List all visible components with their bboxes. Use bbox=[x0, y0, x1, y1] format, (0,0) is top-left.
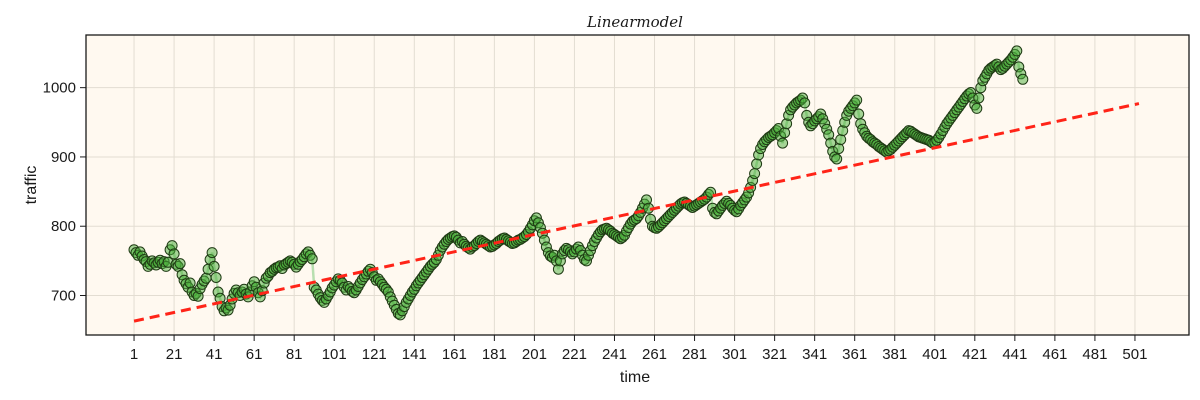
x-tick-label: 121 bbox=[362, 346, 387, 363]
data-point bbox=[835, 134, 847, 146]
data-point bbox=[200, 272, 212, 284]
ticks: 1 21 41 61 81 101 121 141 161 181 201 221 241 261 281 3… bbox=[43, 80, 1148, 363]
x-tick-label: 461 bbox=[1042, 346, 1067, 363]
linear-fit-line bbox=[133, 102, 1140, 323]
x-tick-label: 321 bbox=[762, 346, 787, 363]
x-tick-label: 381 bbox=[882, 346, 907, 363]
data-point bbox=[971, 102, 983, 114]
plot-frame bbox=[85, 34, 1190, 336]
x-tick-label: 1 bbox=[130, 346, 138, 363]
series-layer bbox=[128, 45, 1140, 323]
data-point bbox=[833, 143, 845, 155]
data-point bbox=[1017, 73, 1029, 85]
data-point bbox=[751, 158, 763, 170]
data-point bbox=[206, 247, 218, 259]
x-tick-label: 21 bbox=[166, 346, 183, 363]
y-tick-label: 900 bbox=[51, 149, 76, 166]
data-point bbox=[831, 153, 843, 165]
grid bbox=[86, 35, 1189, 335]
x-axis-label: time bbox=[620, 369, 650, 386]
x-tick-label: 201 bbox=[522, 346, 547, 363]
x-tick-label: 261 bbox=[642, 346, 667, 363]
y-tick-label: 800 bbox=[51, 218, 76, 235]
y-tick-label: 1000 bbox=[43, 80, 76, 97]
x-tick-label: 241 bbox=[602, 346, 627, 363]
x-tick-label: 341 bbox=[802, 346, 827, 363]
data-point bbox=[208, 260, 220, 272]
x-tick-label: 501 bbox=[1122, 346, 1147, 363]
x-tick-label: 61 bbox=[246, 346, 263, 363]
x-tick-label: 361 bbox=[842, 346, 867, 363]
data-point bbox=[973, 92, 985, 104]
data-point bbox=[168, 248, 180, 260]
x-tick-label: 421 bbox=[962, 346, 987, 363]
data-point bbox=[777, 137, 789, 149]
x-tick-label: 41 bbox=[206, 346, 223, 363]
data-point bbox=[799, 97, 811, 109]
data-point bbox=[306, 253, 318, 265]
y-tick-label: 700 bbox=[51, 288, 76, 305]
data-point bbox=[210, 272, 222, 283]
data-point bbox=[184, 277, 196, 289]
data-point bbox=[779, 127, 791, 139]
x-tick-label: 101 bbox=[322, 346, 347, 363]
data-point bbox=[853, 108, 865, 120]
x-tick-label: 141 bbox=[402, 346, 427, 363]
x-tick-label: 221 bbox=[562, 346, 587, 363]
y-axis-label: traffic bbox=[23, 166, 40, 205]
data-point bbox=[174, 258, 186, 270]
x-tick-label: 441 bbox=[1002, 346, 1027, 363]
data-point bbox=[851, 94, 863, 106]
x-tick-label: 401 bbox=[922, 346, 947, 363]
x-tick-label: 81 bbox=[286, 346, 303, 363]
data-point bbox=[1011, 45, 1023, 57]
x-tick-label: 481 bbox=[1082, 346, 1107, 363]
data-point bbox=[749, 168, 761, 180]
chart-title: Linearmodel bbox=[586, 13, 683, 31]
x-tick-label: 161 bbox=[442, 346, 467, 363]
x-tick-label: 301 bbox=[722, 346, 747, 363]
plot-area bbox=[86, 35, 1189, 335]
x-tick-label: 181 bbox=[482, 346, 507, 363]
x-tick-label: 281 bbox=[682, 346, 707, 363]
